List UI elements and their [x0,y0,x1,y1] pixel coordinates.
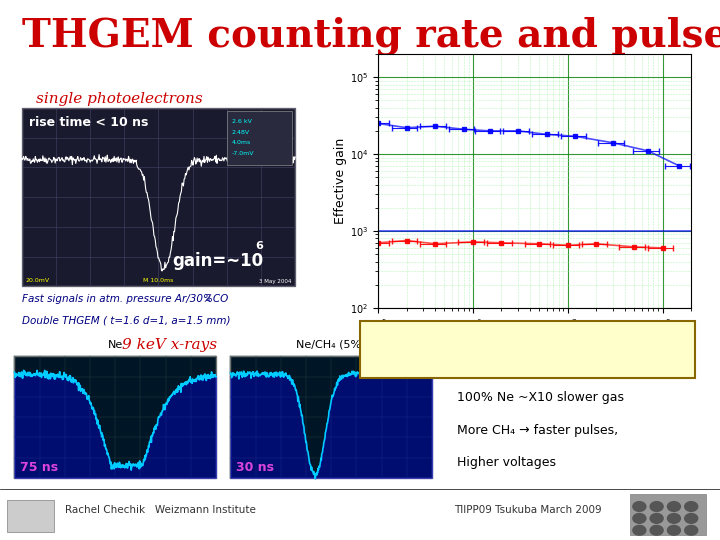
Circle shape [667,525,680,535]
Text: 30 ns: 30 ns [236,461,274,474]
FancyBboxPatch shape [7,500,54,532]
Text: Rachel Chechik   Weizmann Institute: Rachel Chechik Weizmann Institute [65,505,256,515]
Circle shape [667,502,680,511]
Text: 2.6 kV: 2.6 kV [232,119,252,124]
Text: M 10.0ms: M 10.0ms [143,279,174,284]
Text: TIIPP09 Tsukuba March 2009: TIIPP09 Tsukuba March 2009 [454,505,601,515]
Text: 2: 2 [206,294,211,303]
FancyBboxPatch shape [630,494,706,535]
Text: 6: 6 [255,241,263,251]
Text: 75 ns: 75 ns [20,461,58,474]
X-axis label: Rate  [electrons / mm² sec]: Rate [electrons / mm² sec] [459,334,611,344]
Text: Ne: Ne [107,340,123,350]
Y-axis label: Effective gain: Effective gain [334,138,347,224]
Text: Double THGEM ( t=1.6 d=1, a=1.5 mm): Double THGEM ( t=1.6 d=1, a=1.5 mm) [22,316,230,326]
Text: 4.0ms: 4.0ms [232,140,251,145]
FancyBboxPatch shape [230,356,432,478]
Text: 3 May 2004: 3 May 2004 [259,279,292,284]
FancyBboxPatch shape [22,108,295,286]
Circle shape [667,514,680,523]
Circle shape [650,514,663,523]
Text: Higher voltages: Higher voltages [457,456,557,469]
Text: 100% Ne ~X10 slower gas: 100% Ne ~X10 slower gas [457,392,624,404]
Text: Fast signals in atm. pressure Ar/30%CO: Fast signals in atm. pressure Ar/30%CO [22,294,228,305]
Circle shape [650,525,663,535]
Text: 20.0mV: 20.0mV [25,279,50,284]
Circle shape [633,514,646,523]
Text: single photoelectrons: single photoelectrons [36,92,203,106]
Circle shape [650,502,663,511]
FancyBboxPatch shape [227,111,292,165]
Circle shape [633,525,646,535]
Text: @ GAIN ~10⁴    Ar/CH₄ (1 atm): @ GAIN ~10⁴ Ar/CH₄ (1 atm) [369,359,567,372]
Text: More CH₄ → faster pulses,: More CH₄ → faster pulses, [457,424,618,437]
Text: -7.0mV: -7.0mV [232,151,254,156]
Text: Rate capability = 10MHz/mm²: Rate capability = 10MHz/mm² [369,332,566,345]
Text: rise time < 10 ns: rise time < 10 ns [29,116,148,129]
FancyBboxPatch shape [14,356,216,478]
Text: gain=~10: gain=~10 [172,252,264,270]
Text: 9 keV x-rays: 9 keV x-rays [122,338,217,352]
Circle shape [685,502,698,511]
Text: THGEM counting rate and pulses: THGEM counting rate and pulses [22,16,720,55]
Circle shape [685,514,698,523]
Text: Ne/CH₄ (5%): Ne/CH₄ (5%) [297,340,366,350]
Text: 2.48V: 2.48V [232,130,250,134]
Circle shape [633,502,646,511]
Circle shape [685,525,698,535]
